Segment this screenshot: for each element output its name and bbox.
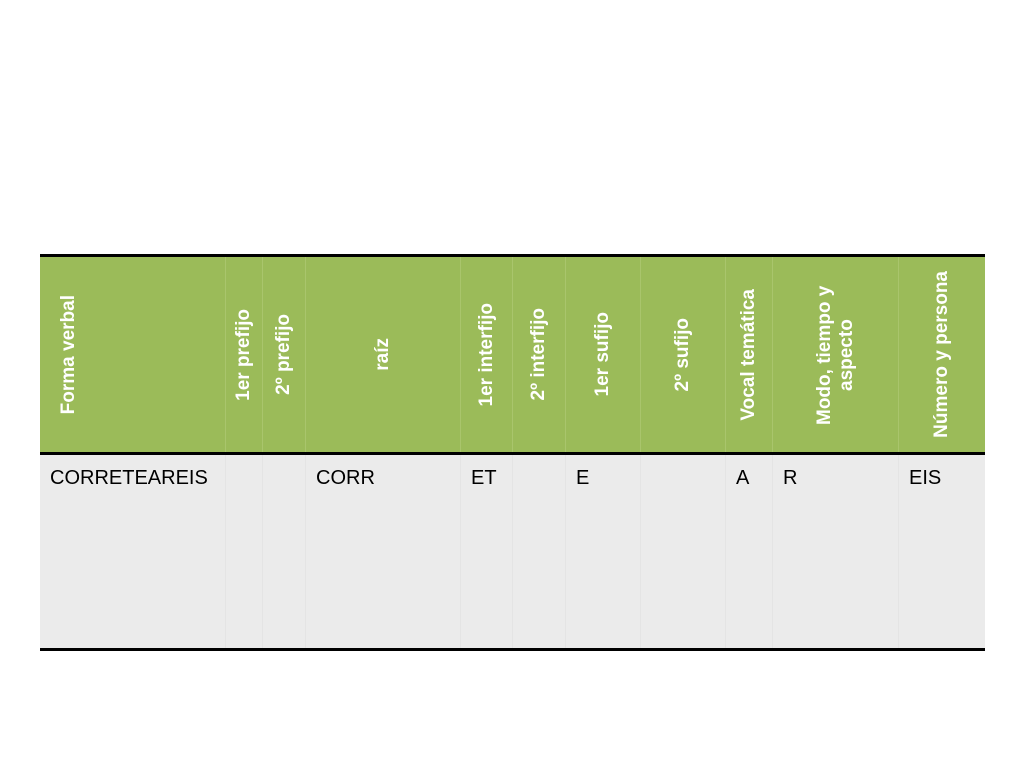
- header-cell: 2º prefijo: [262, 257, 305, 452]
- header-text: Forma verbal: [58, 294, 79, 415]
- header-cell: Modo, tiempo y aspecto: [772, 257, 898, 452]
- header-text: 1er interfijo: [475, 302, 497, 407]
- body-cell: R: [772, 455, 898, 648]
- header-text: 1er prefijo: [233, 308, 254, 401]
- header-cell: 1er interfijo: [460, 257, 512, 452]
- body-cell: CORR: [305, 455, 460, 648]
- header-cell: 1er prefijo: [225, 257, 262, 452]
- morphology-table: Forma verbal 1er prefijo 2º prefijo raíz 1er…: [40, 254, 985, 651]
- body-cell: EIS: [898, 455, 985, 648]
- cell-text: A: [736, 467, 750, 489]
- body-cell: [512, 455, 565, 648]
- body-cell: [640, 455, 725, 648]
- header-cell: 1er sufijo: [565, 257, 640, 452]
- cell-text: R: [783, 467, 798, 489]
- body-cell: [225, 455, 262, 648]
- body-cell: CORRETEAREIS: [40, 455, 225, 648]
- body-cell: A: [725, 455, 772, 648]
- cell-text: ET: [471, 467, 497, 489]
- header-text: Modo, tiempo y aspecto: [813, 284, 857, 425]
- header-text: 2º sufijo: [672, 317, 693, 392]
- header-cell: Forma verbal: [40, 257, 225, 452]
- header-cell: Vocal temática: [725, 257, 772, 452]
- body-row: CORRETEAREIS CORR ET E A R EIS: [40, 455, 985, 648]
- header-cell: 2º sufijo: [640, 257, 725, 452]
- header-cell: 2º interfijo: [512, 257, 565, 452]
- body-cell: [262, 455, 305, 648]
- cell-text: CORR: [316, 467, 375, 489]
- body-cell: E: [565, 455, 640, 648]
- cell-text: EIS: [909, 467, 942, 489]
- header-text: 2º interfijo: [528, 308, 549, 401]
- header-row: Forma verbal 1er prefijo 2º prefijo raíz 1er…: [40, 257, 985, 455]
- header-cell: raíz: [305, 257, 460, 452]
- header-text: Número y persona: [931, 271, 952, 438]
- cell-text: CORRETEAREIS: [50, 467, 208, 489]
- header-text: Vocal temática: [738, 288, 759, 421]
- header-text: 1er sufijo: [592, 312, 613, 397]
- header-cell: Número y persona: [898, 257, 985, 452]
- body-cell: ET: [460, 455, 512, 648]
- header-text: raíz: [372, 338, 393, 371]
- header-text: 2º prefijo: [273, 314, 294, 395]
- cell-text: E: [576, 467, 590, 489]
